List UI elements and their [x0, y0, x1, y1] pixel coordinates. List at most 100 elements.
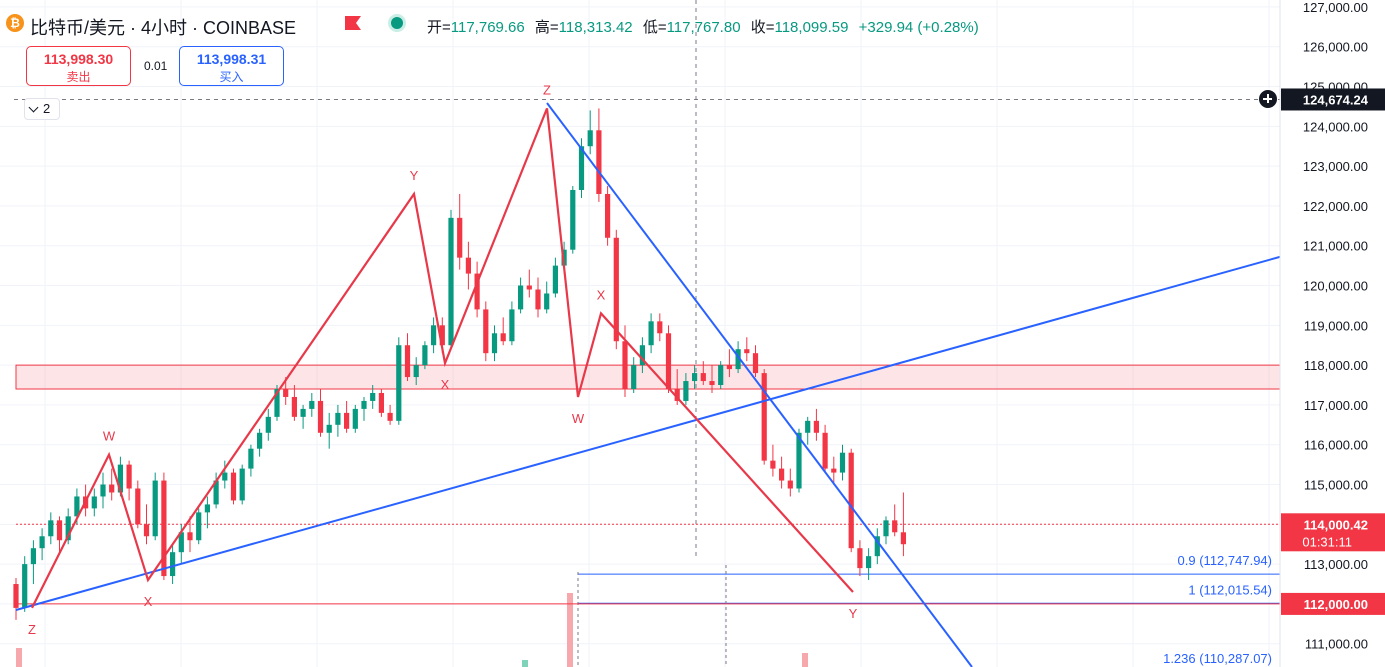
candle-body	[74, 496, 80, 517]
price-axis-tick: 120,000.00	[1303, 279, 1368, 294]
wave-label: X	[597, 287, 606, 302]
candle-body	[413, 365, 419, 378]
price-axis-tick: 119,000.00	[1304, 318, 1368, 333]
candle-body	[544, 293, 550, 310]
candle-body	[326, 424, 332, 433]
indicator-collapse-button[interactable]: 2	[24, 98, 60, 120]
candle-body	[378, 392, 384, 413]
close-value: 118,099.59	[774, 19, 849, 36]
chart-grid	[0, 0, 1280, 667]
candle-body	[613, 237, 619, 342]
candle-body	[117, 464, 123, 493]
candle-body	[335, 412, 341, 425]
candle-body	[213, 480, 219, 505]
candle-body	[248, 448, 254, 469]
ohlc-readout: 开=117,769.66 高=118,313.42 低=117,767.80 收…	[427, 16, 985, 37]
high-value: 118,313.42	[558, 19, 633, 36]
wave-label: Z	[28, 622, 36, 637]
price-axis-tick: 115,000.00	[1304, 478, 1368, 493]
indicator-count: 2	[43, 101, 51, 116]
candles	[13, 108, 906, 620]
candle-body	[170, 552, 176, 577]
add-alert-plus-icon[interactable]	[1258, 89, 1278, 109]
candle-body	[474, 273, 480, 310]
low-value: 117,767.80	[666, 19, 741, 36]
candle-body	[787, 480, 793, 489]
candle-body	[622, 341, 628, 389]
wave-label: Z	[543, 82, 551, 97]
resistance-zone	[15, 364, 1281, 390]
current-price-badge	[1281, 513, 1385, 552]
candle-body	[726, 365, 732, 370]
candle-body	[883, 520, 889, 537]
candle-body	[735, 349, 741, 370]
sell-button[interactable]: 113,998.30 卖出	[26, 46, 131, 86]
candle-body	[370, 392, 376, 401]
candle-body	[535, 289, 541, 310]
candle-body	[631, 365, 637, 389]
candle-body	[178, 532, 184, 553]
candle-body	[752, 353, 759, 374]
candle-body	[648, 321, 654, 346]
candle-body	[822, 432, 828, 469]
low-label: 低=	[642, 19, 667, 36]
high-label: 高=	[534, 19, 559, 36]
price-axis-tick: 118,000.00	[1304, 358, 1368, 373]
candle-body	[674, 389, 680, 401]
candle-body	[222, 472, 228, 481]
candle-body	[770, 460, 776, 469]
candle-body	[457, 217, 463, 258]
candle-body	[152, 480, 158, 537]
chevron-down-icon	[28, 102, 39, 113]
candle-body	[135, 488, 141, 525]
candle-body	[22, 564, 28, 608]
price-axis-tick: 124,000.00	[1303, 119, 1368, 134]
candle-body	[204, 504, 210, 513]
candle-body	[596, 130, 602, 194]
candle-body	[187, 532, 193, 541]
crosshair-price-badge	[1281, 88, 1385, 111]
candle-body	[570, 190, 576, 250]
buy-price: 113,998.31	[196, 51, 267, 67]
candle-body	[700, 373, 706, 382]
fib-levels: 0.9 (112,747.94) 1 (112,015.54) 1.236 (110…	[577, 553, 1280, 667]
price-axis-tick: 117,000.00	[1304, 398, 1368, 413]
candle-body	[491, 333, 498, 354]
candle-body	[265, 416, 271, 433]
candle-body	[866, 556, 872, 569]
candle-body	[39, 536, 45, 549]
candle-body	[396, 345, 402, 421]
candle-countdown-text: 01:31:11	[1302, 534, 1352, 549]
candle-body	[431, 325, 437, 346]
buy-button[interactable]: 113,998.31 买入	[179, 46, 284, 86]
volume-bar	[802, 653, 808, 667]
bookmark-flag-icon[interactable]	[345, 16, 361, 30]
candle-body	[683, 381, 689, 401]
candle-body	[161, 480, 167, 577]
ascending-trend-line	[15, 255, 1284, 611]
candle-body	[578, 146, 585, 190]
candle-body	[813, 420, 819, 433]
candle-body	[483, 309, 489, 354]
candle-body	[317, 400, 324, 433]
candle-body	[274, 389, 280, 417]
candle-body	[239, 468, 245, 501]
symbol-title[interactable]: 比特币/美元 · 4小时 · COINBASE	[30, 18, 297, 38]
descending-trend-line	[546, 102, 973, 667]
candle-body	[300, 408, 306, 417]
wave-label: X	[144, 594, 153, 609]
candle-body	[605, 193, 611, 238]
trend-lines	[15, 102, 1284, 667]
candle-body	[518, 285, 524, 310]
candle-body	[709, 381, 715, 386]
candle-body	[587, 130, 593, 147]
candle-body	[109, 484, 115, 493]
candle-body	[196, 512, 202, 541]
level-price-badge	[1281, 592, 1385, 615]
price-axis-tick: 111,000.00	[1305, 637, 1368, 652]
candle-body	[761, 373, 767, 461]
crosshair-price-badge-text: 124,674.24	[1303, 92, 1369, 107]
current-price-text: 114,000.42	[1304, 517, 1368, 532]
volume-bar	[567, 593, 573, 667]
